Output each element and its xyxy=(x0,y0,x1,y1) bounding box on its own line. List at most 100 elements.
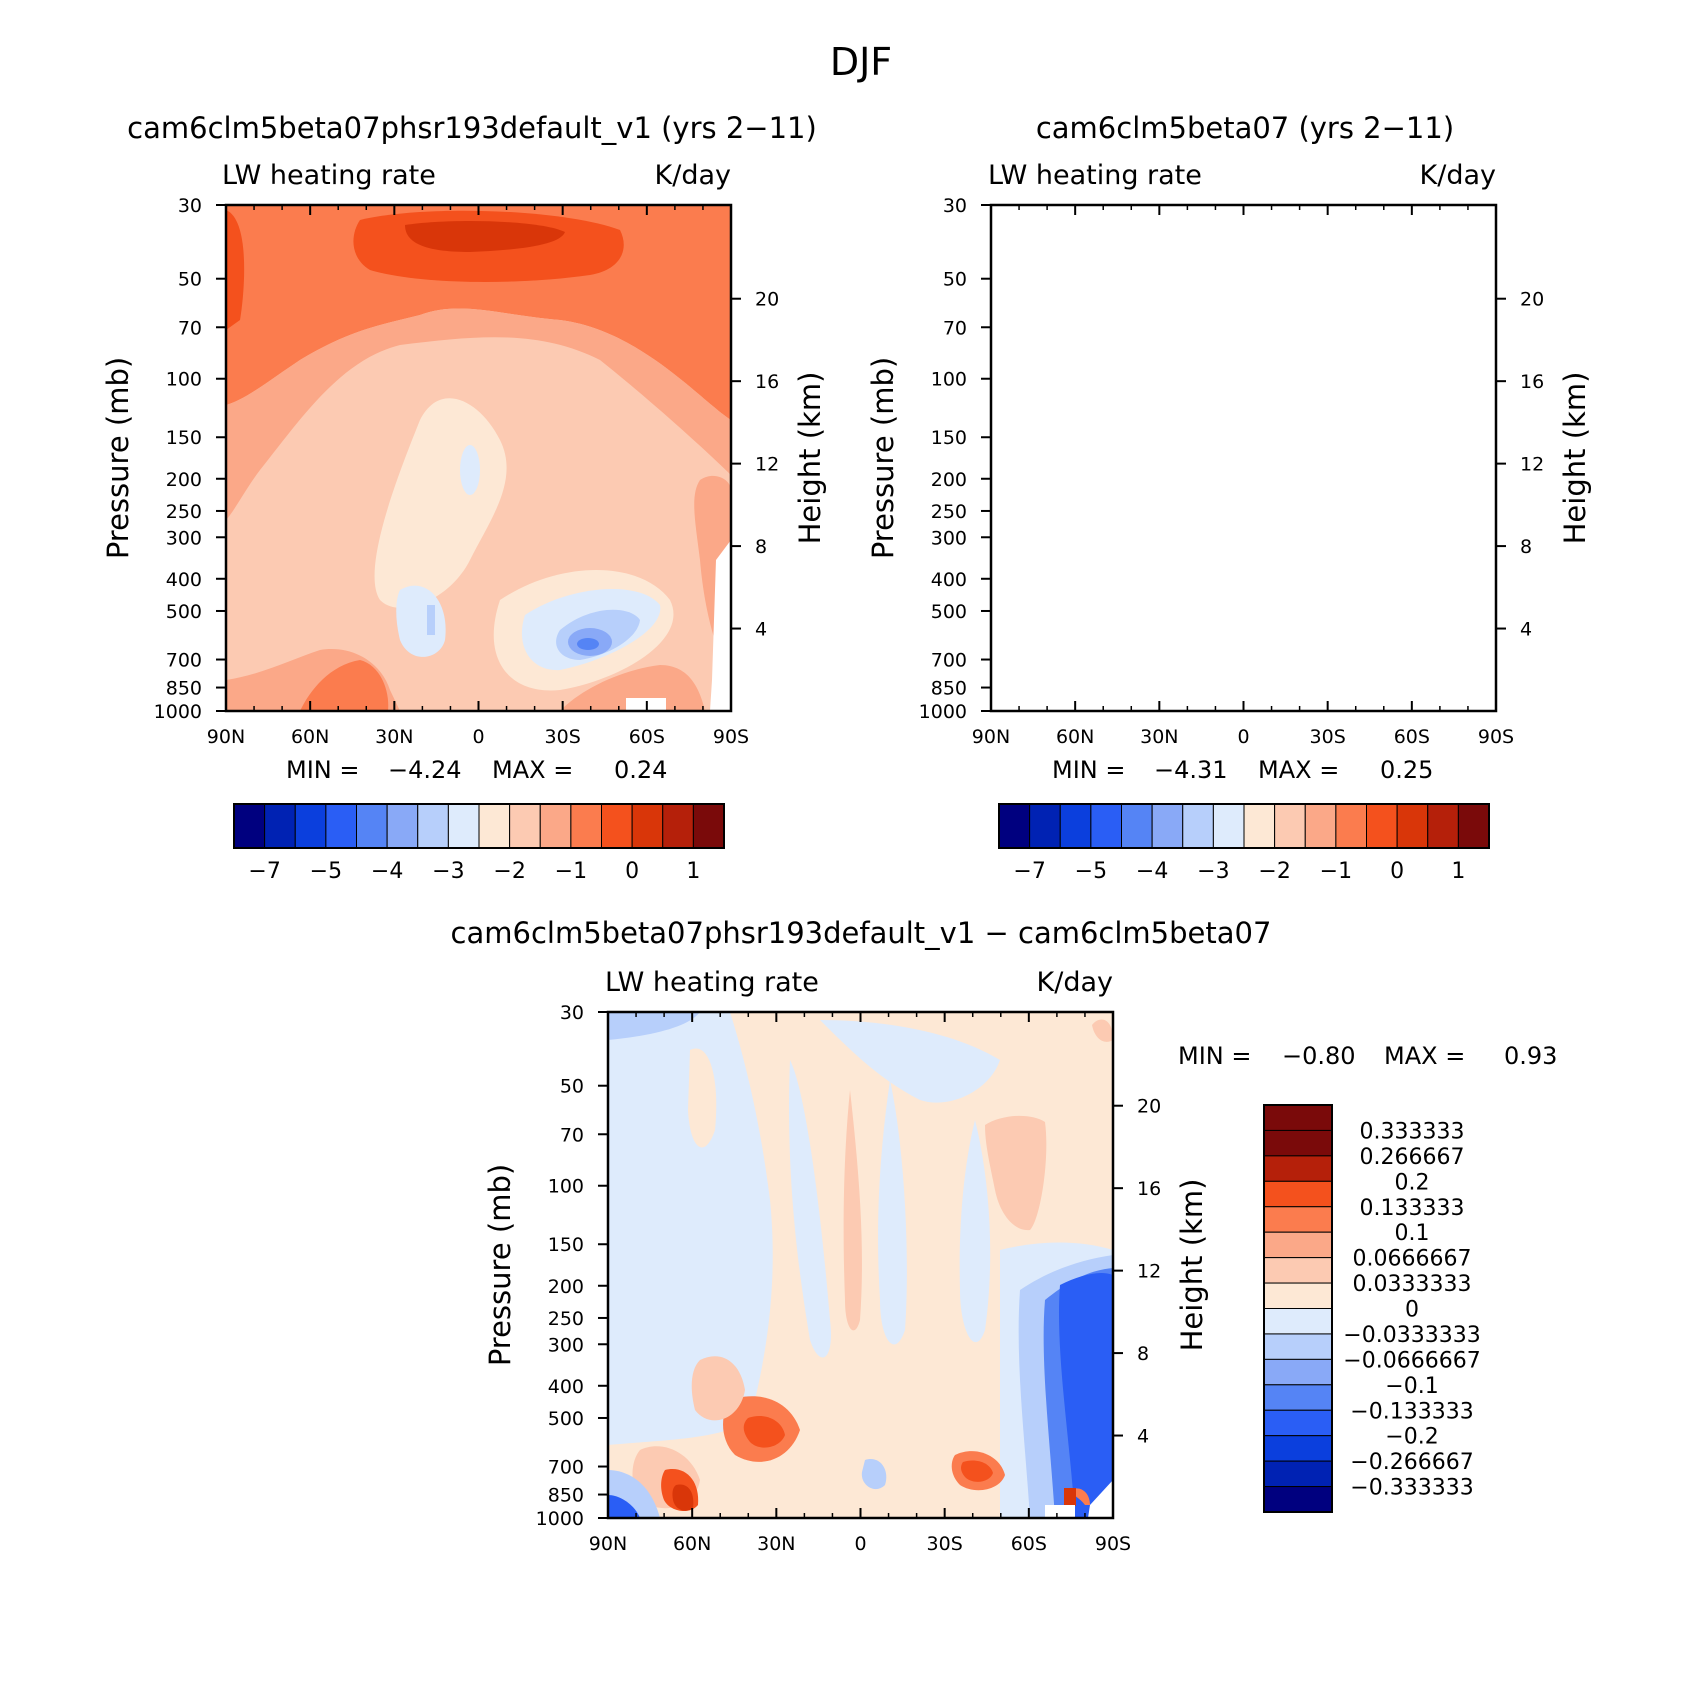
colorbar-swatch xyxy=(1182,803,1214,849)
x-tick-label: 0 xyxy=(472,726,484,748)
y-tick-label: 850 xyxy=(931,678,967,700)
contour-region xyxy=(1140,398,1272,608)
colorbar-swatch xyxy=(1151,803,1184,849)
min-value: −4.31 xyxy=(1154,756,1228,784)
y-tick-label: 250 xyxy=(166,501,202,523)
height-tick-label: 8 xyxy=(755,536,767,558)
colorbar-swatch xyxy=(1263,1180,1333,1208)
colorbar-tick-label: 0 xyxy=(1405,1298,1419,1323)
contour-region xyxy=(820,1020,1000,1103)
colorbar-swatch xyxy=(417,803,449,849)
y-tick-label: 200 xyxy=(931,469,967,491)
colorbar-tick-label: 0.333333 xyxy=(1360,1119,1465,1144)
contour-region xyxy=(991,649,1165,711)
y-tick-label: 30 xyxy=(943,195,967,217)
x-tick-label: 60N xyxy=(1056,726,1094,748)
x-tick-label: 0 xyxy=(1237,726,1249,748)
colorbar-swatch xyxy=(1335,803,1367,849)
colorbar-swatch xyxy=(1263,1358,1333,1386)
y-tick-label: 250 xyxy=(548,1308,584,1330)
contour-region xyxy=(226,308,731,520)
y-tick-label: 1000 xyxy=(919,701,967,723)
y-tick-label: 30 xyxy=(560,1002,584,1024)
height-tick-label: 4 xyxy=(755,619,767,641)
colorbar-tick-label: −0.266667 xyxy=(1350,1450,1473,1475)
x-tick-label: 60N xyxy=(291,726,329,748)
height-tick-label: 20 xyxy=(755,289,779,311)
contour-region xyxy=(688,1048,717,1148)
height-tick-label: 16 xyxy=(755,371,779,393)
colorbar-swatch xyxy=(1263,1231,1333,1259)
field-label: LW heating rate xyxy=(605,967,819,998)
colorbar-swatch xyxy=(1396,803,1429,849)
x-tick-label: 30S xyxy=(1310,726,1346,748)
contour-region xyxy=(608,1012,773,1445)
colorbar-tick-label: −3 xyxy=(432,859,464,884)
y-tick-label: 150 xyxy=(548,1234,584,1256)
field-label: LW heating rate xyxy=(988,160,1202,191)
colorbar-swatch xyxy=(356,803,388,849)
colorbar-tick-label: 0.2 xyxy=(1395,1170,1430,1195)
colorbar-swatch xyxy=(1090,803,1122,849)
y-tick-label: 150 xyxy=(166,427,202,449)
colorbar-swatch xyxy=(1263,1486,1333,1513)
y-tick-label: 400 xyxy=(548,1376,584,1398)
contour-region xyxy=(691,1356,745,1421)
plot-frame xyxy=(989,203,1498,713)
x-tick-label: 90N xyxy=(207,726,245,748)
units-label: K/day xyxy=(1037,967,1113,998)
colorbar-swatch xyxy=(1263,1384,1333,1411)
min-label: MIN = xyxy=(1052,756,1125,784)
colorbar-tick-label: −4 xyxy=(371,859,403,884)
y-tick-label: 400 xyxy=(931,569,967,591)
colorbar-tick-label: −2 xyxy=(493,859,525,884)
y-tick-label: 200 xyxy=(548,1276,584,1298)
y-tick-label: 250 xyxy=(931,501,967,523)
x-tick-label: 0 xyxy=(854,1533,866,1555)
y-tick-label: 500 xyxy=(931,601,967,623)
panel-top-right: cam6clm5beta07 (yrs 2−11) LW heating rat… xyxy=(866,111,1592,884)
colorbar-swatch xyxy=(662,803,694,849)
height-tick-label: 4 xyxy=(1520,619,1532,641)
contour-region xyxy=(1065,660,1153,711)
colorbar-tick-label: −5 xyxy=(1075,859,1107,884)
colorbar-tick-label: 1 xyxy=(686,859,700,884)
height-tick-label: 12 xyxy=(1137,1261,1161,1283)
colorbar-swatch xyxy=(631,803,664,849)
colorbar-swatch xyxy=(1263,1282,1333,1309)
colorbar-tick-label: −0.0666667 xyxy=(1343,1348,1480,1373)
colorbar-swatch xyxy=(294,803,327,849)
colorbar-tick-label: 1 xyxy=(1451,859,1465,884)
contour-region xyxy=(743,1415,785,1448)
contour-region xyxy=(1225,445,1245,495)
contour-region xyxy=(878,1080,907,1345)
height-tick-label: 20 xyxy=(1137,1096,1161,1118)
y-tick-label: 700 xyxy=(548,1457,584,1479)
height-axis-label: Height (km) xyxy=(793,372,827,545)
field-label: LW heating rate xyxy=(222,160,436,191)
x-ticks: 90N 60N 30N 0 30S 60S 90S xyxy=(589,1012,1131,1555)
colorbar-swatch xyxy=(1121,803,1153,849)
y-tick-label: 1000 xyxy=(536,1508,584,1530)
colorbar-frame xyxy=(998,803,1490,849)
height-tick-label: 20 xyxy=(1520,289,1544,311)
colorbar-swatch xyxy=(1366,803,1398,849)
colorbar-swatch xyxy=(478,803,511,849)
colorbar-swatch xyxy=(1274,803,1306,849)
colorbar: −7 −5 −4 −3 −2 −1 0 1 xyxy=(233,803,725,884)
x-ticks: 90N 60N 30N 0 30S 60S 90S xyxy=(972,205,1514,748)
x-tick-label: 90S xyxy=(1478,726,1514,748)
height-axis-label: Height (km) xyxy=(1175,1179,1209,1352)
colorbar-swatch xyxy=(1263,1257,1333,1284)
x-tick-label: 30S xyxy=(927,1533,963,1555)
contour-region xyxy=(789,1060,831,1358)
contour-region xyxy=(1192,605,1200,635)
colorbar-swatch xyxy=(1263,1308,1333,1335)
colorbar-swatch xyxy=(1243,803,1276,849)
y-tick-label: 100 xyxy=(166,369,202,391)
x-tick-label: 90S xyxy=(1095,1533,1131,1555)
y-tick-label: 50 xyxy=(560,1076,584,1098)
contour-region xyxy=(1088,1480,1113,1518)
height-axis-label: Height (km) xyxy=(1558,372,1592,545)
